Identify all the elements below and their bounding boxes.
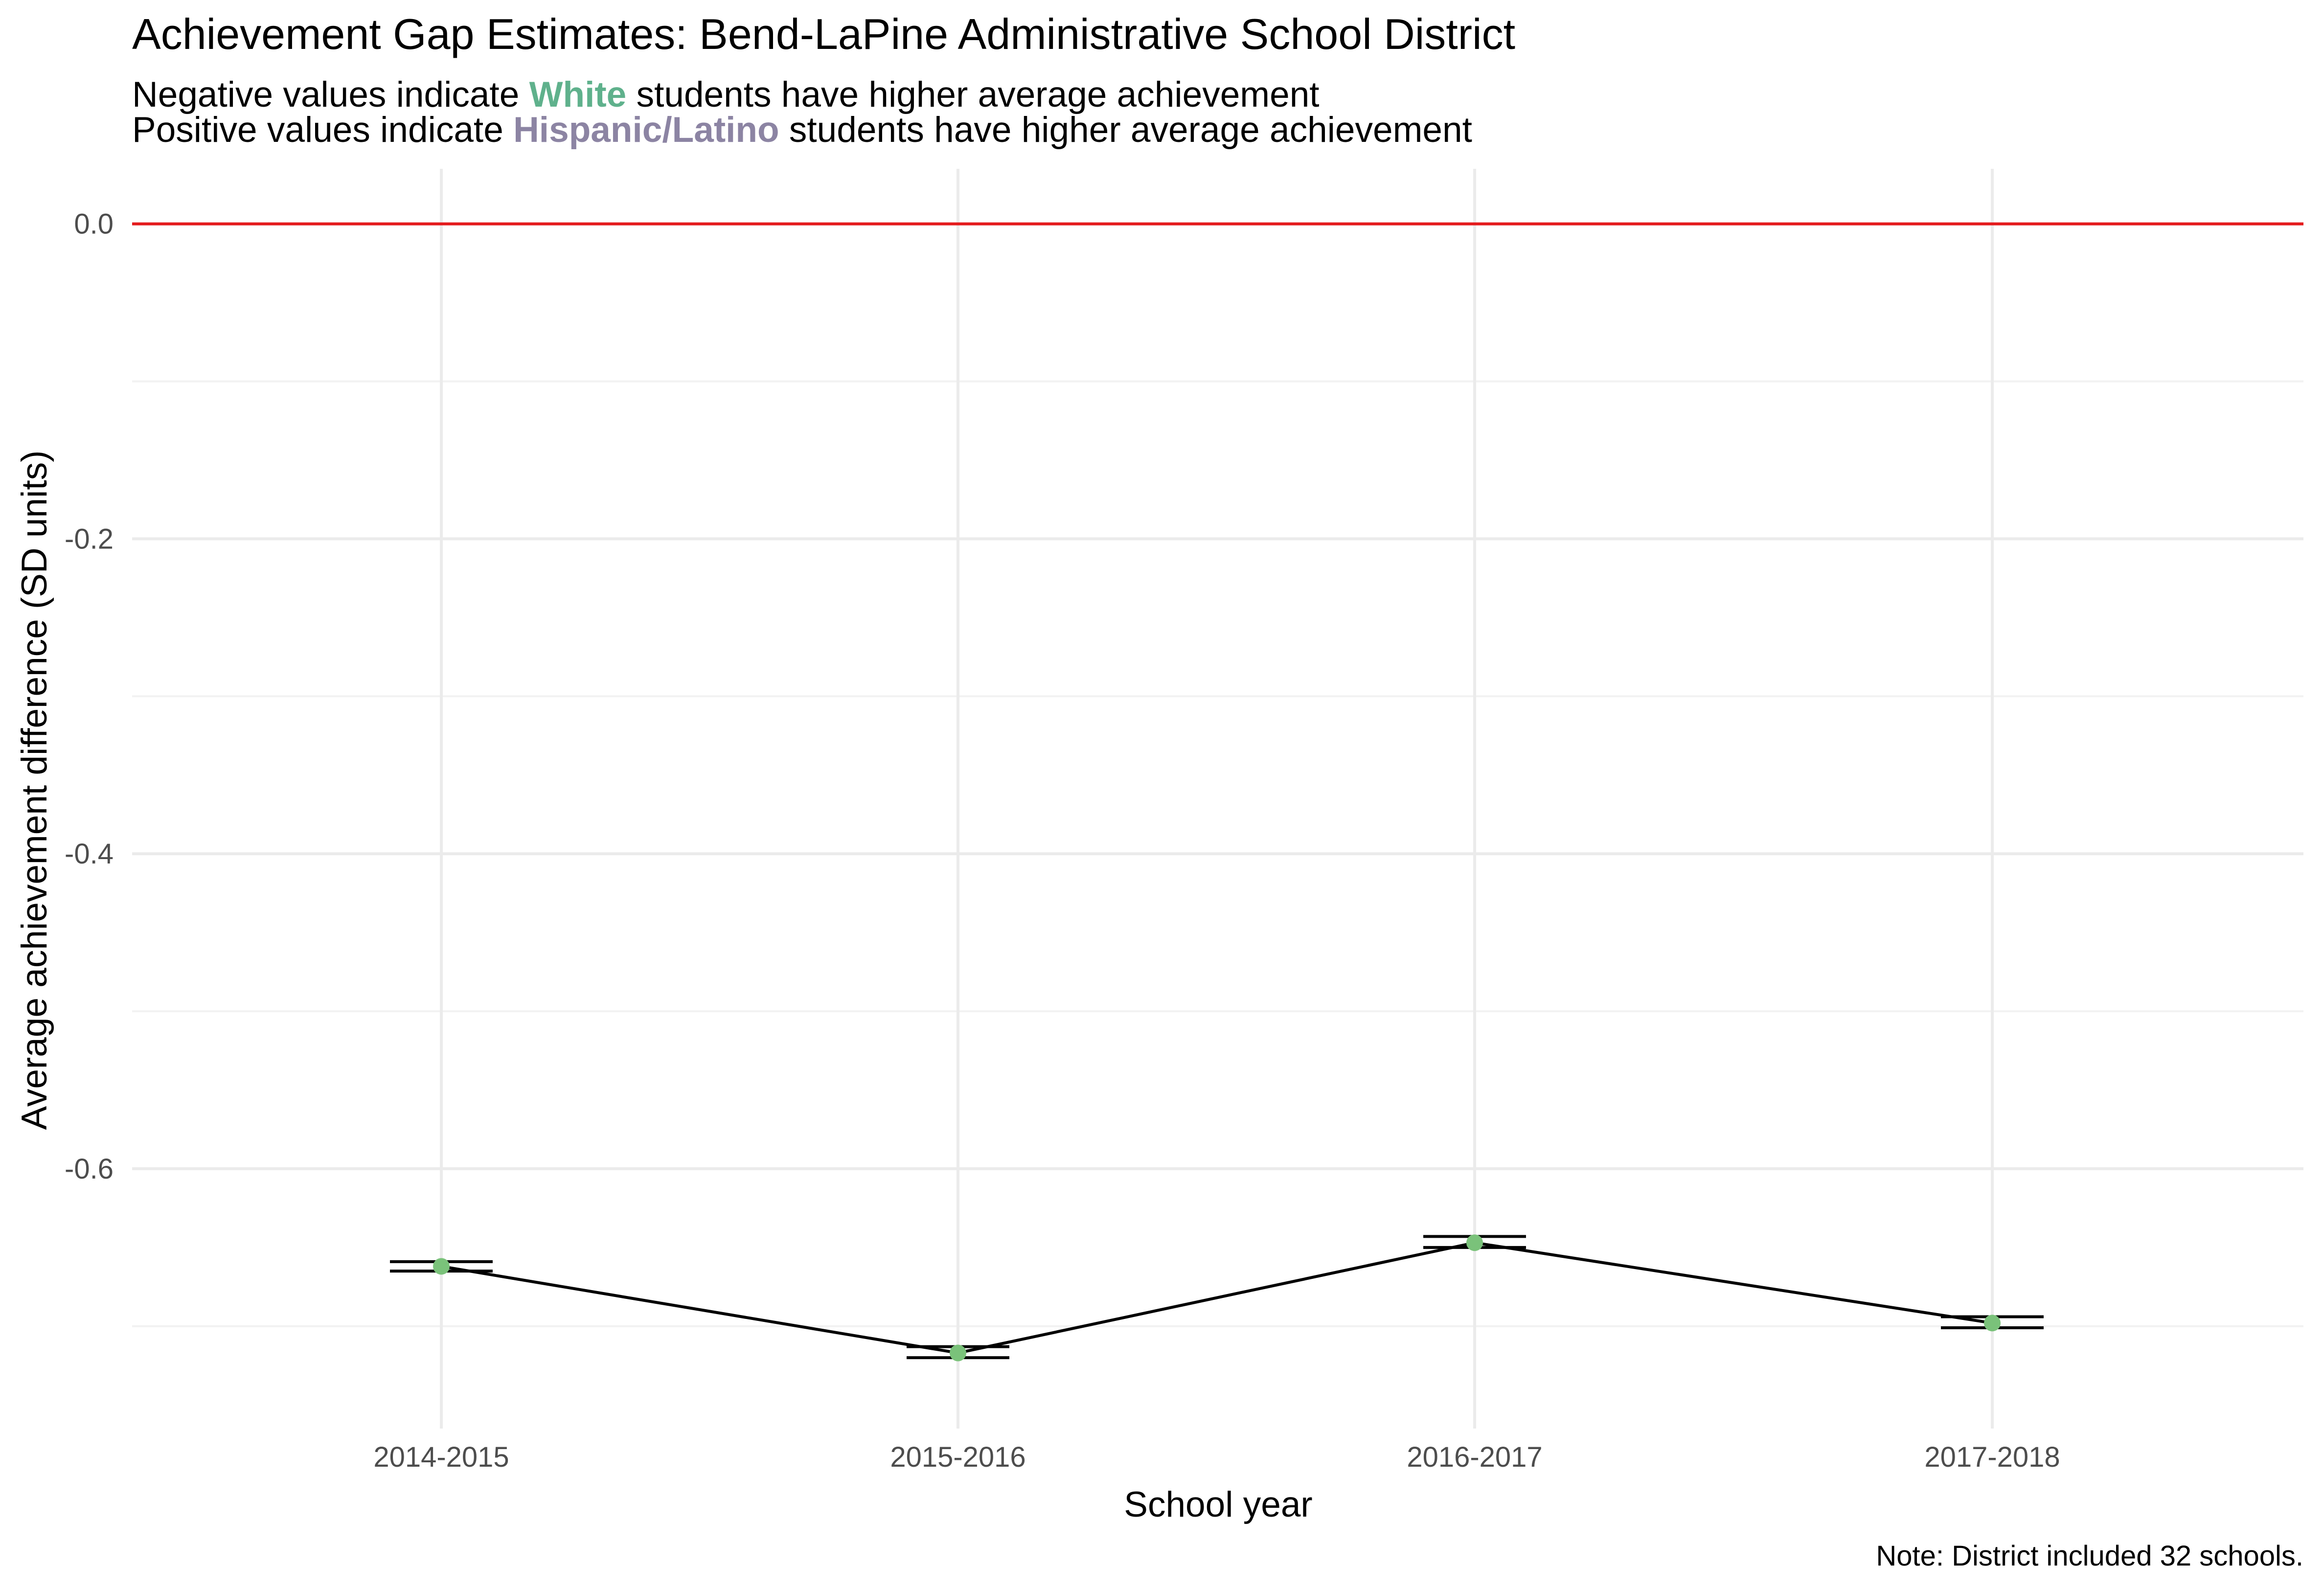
data-point [1984,1315,2001,1332]
x-tick-label: 2014-2015 [373,1441,509,1473]
series [390,1234,2044,1362]
x-tick-label: 2015-2016 [890,1441,1025,1473]
chart-caption: Note: District included 32 schools. [1876,1540,2303,1572]
chart-subtitle-line-1: Negative values indicate White students … [132,75,1320,114]
x-tick-label: 2016-2017 [1407,1441,1542,1473]
y-axis-ticks: 0.0 -0.2 -0.4 -0.6 [65,208,114,1185]
data-point [433,1258,450,1275]
x-axis-title: School year [1124,1485,1313,1524]
chart-subtitle-line-2: Positive values indicate Hispanic/Latino… [132,110,1472,150]
data-point [950,1344,966,1362]
grid [132,169,2303,1429]
y-tick-label: -0.4 [65,838,114,870]
y-axis-title: Average achievement difference (SD units… [15,450,54,1130]
x-axis-ticks: 2014-2015 2015-2016 2016-2017 2017-2018 [373,1441,2060,1473]
y-tick-label: -0.2 [65,523,114,555]
subtitle-1-after: students have higher average achievement [626,75,1319,114]
subtitle-highlight-hispanic: Hispanic/Latino [513,110,779,150]
subtitle-1-before: Negative values indicate [132,75,529,114]
data-point [1466,1234,1483,1251]
subtitle-2-before: Positive values indicate [132,110,513,150]
series-line [441,1241,1993,1355]
chart-title: Achievement Gap Estimates: Bend-LaPine A… [132,10,1515,58]
y-tick-label: -0.6 [65,1153,114,1185]
y-tick-label: 0.0 [74,208,114,240]
subtitle-2-after: students have higher average achievement [779,110,1472,150]
x-tick-label: 2017-2018 [1924,1441,2060,1473]
subtitle-highlight-white: White [529,75,627,114]
